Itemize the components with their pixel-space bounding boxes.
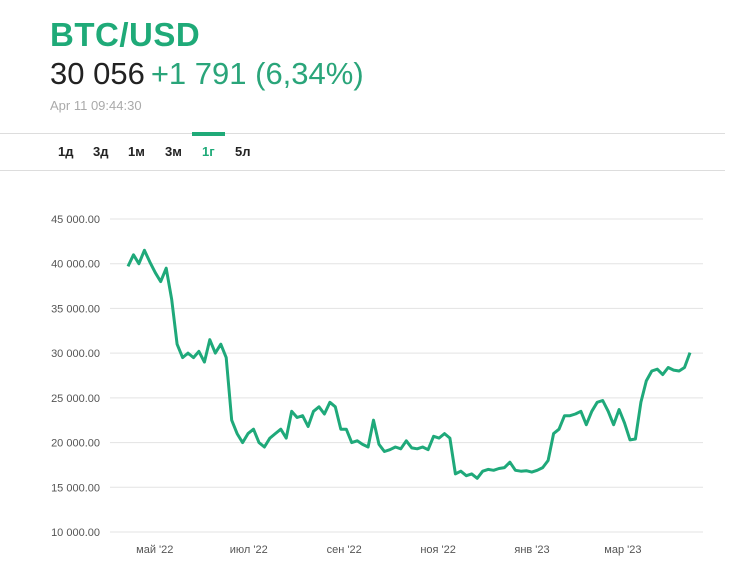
y-tick-label: 40 000.00 bbox=[51, 259, 100, 271]
price-change: +1 791 (6,34%) bbox=[150, 56, 364, 91]
page-title: BTC/USD bbox=[50, 16, 201, 53]
y-tick-label: 30 000.00 bbox=[51, 348, 100, 360]
x-tick-label: янв '23 bbox=[514, 544, 549, 556]
y-tick-label: 10 000.00 bbox=[51, 527, 100, 539]
price-line: 30 056 +1 791 (6,34%) bbox=[50, 56, 364, 92]
current-price: 30 056 bbox=[50, 56, 145, 91]
y-tick-label: 35 000.00 bbox=[51, 303, 100, 315]
tab-3d[interactable]: 3д bbox=[93, 144, 109, 159]
x-tick-label: июл '22 bbox=[230, 544, 268, 556]
period-tabs: 1д 3д 1м 3м 1г 5л bbox=[0, 132, 725, 171]
price-line-series bbox=[126, 248, 692, 480]
x-tick-label: мар '23 bbox=[604, 544, 641, 556]
x-tick-label: май '22 bbox=[136, 544, 173, 556]
x-tick-label: сен '22 bbox=[327, 544, 362, 556]
y-tick-label: 25 000.00 bbox=[51, 393, 100, 405]
y-tick-label: 15 000.00 bbox=[51, 482, 100, 494]
tab-3m[interactable]: 3м bbox=[165, 144, 182, 159]
tab-1y[interactable]: 1г bbox=[192, 132, 225, 159]
tab-5y[interactable]: 5л bbox=[235, 144, 251, 159]
y-tick-label: 20 000.00 bbox=[51, 438, 100, 450]
x-tick-label: ноя '22 bbox=[420, 544, 456, 556]
tab-1d[interactable]: 1д bbox=[58, 144, 74, 159]
timestamp: Apr 11 09:44:30 bbox=[50, 98, 142, 113]
y-tick-label: 45 000.00 bbox=[51, 214, 100, 226]
tab-1m[interactable]: 1м bbox=[128, 144, 145, 159]
